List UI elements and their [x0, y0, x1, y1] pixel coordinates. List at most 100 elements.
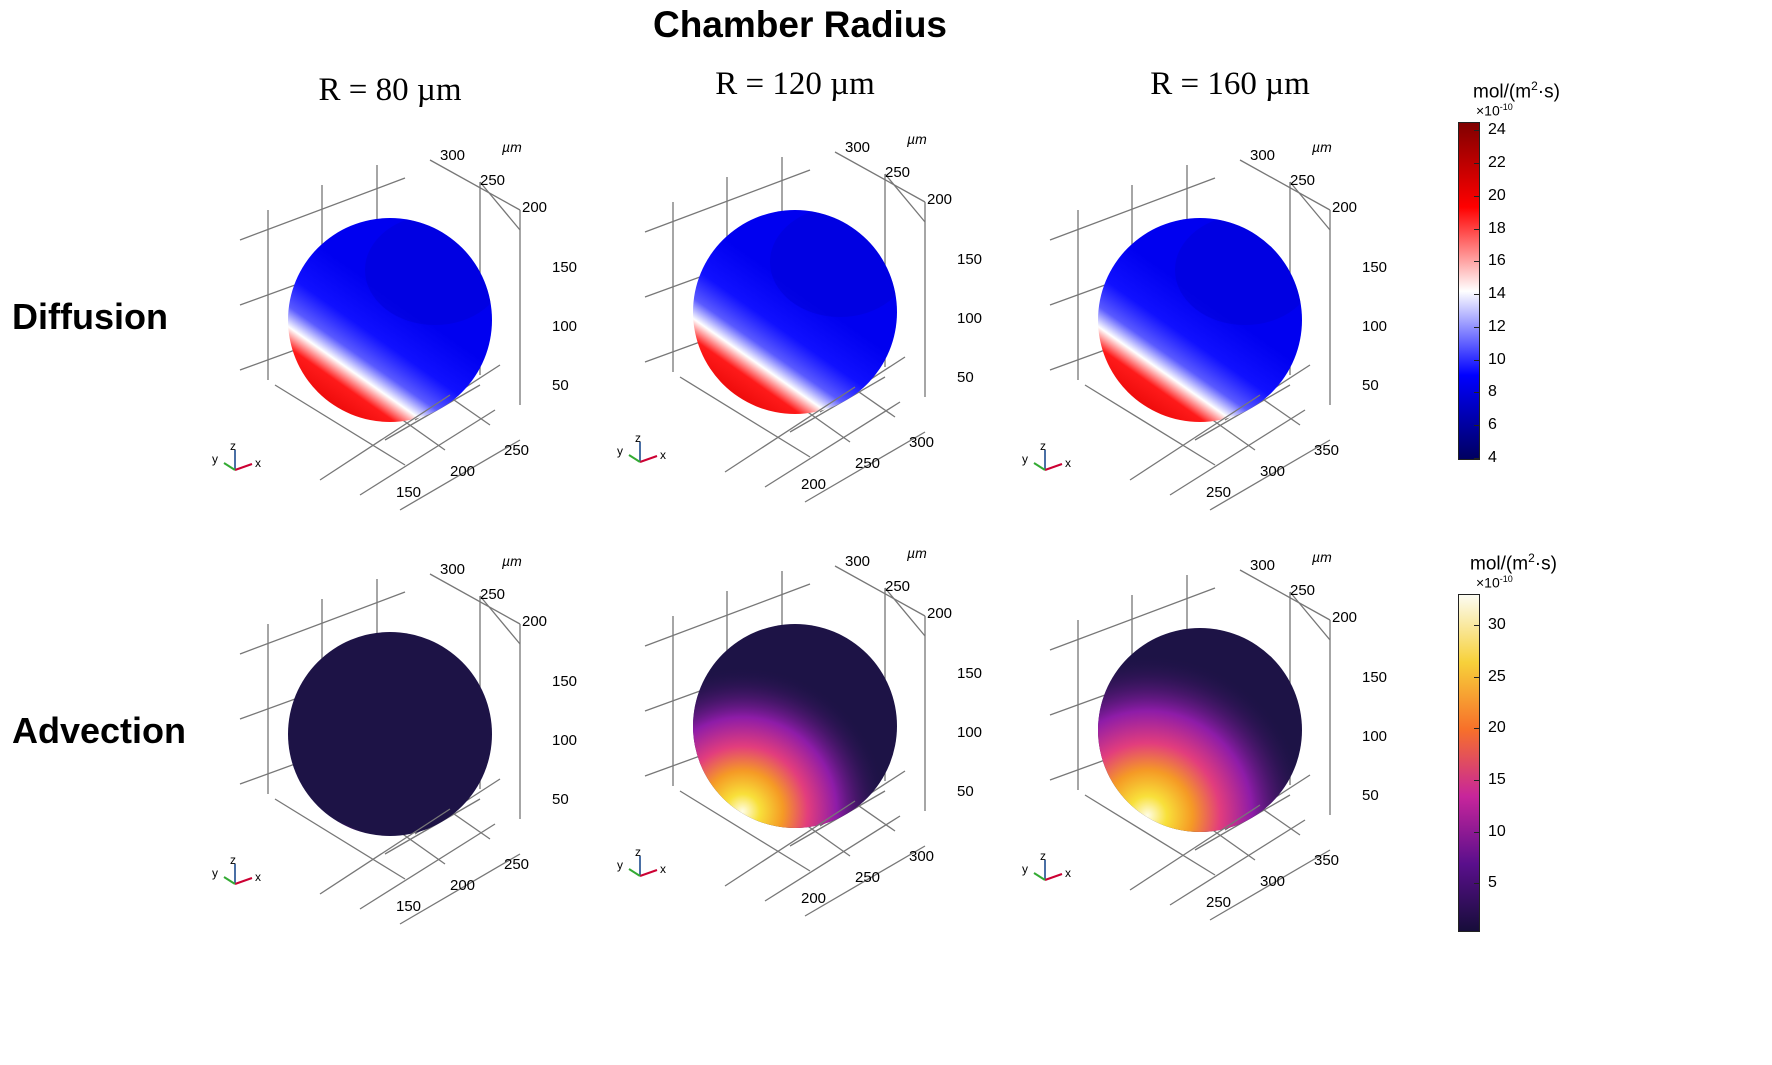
tick-label: 350	[1314, 852, 1339, 869]
colorbar-tick-label: 5	[1488, 874, 1497, 892]
tick-label: 250	[1290, 582, 1315, 599]
colorbar-advection: mol/(m2·s) ×10-10 30 25 20 15 10 5	[1440, 548, 1580, 948]
tick-label: 150	[552, 259, 577, 276]
svg-text:z: z	[230, 439, 236, 453]
colorbar-tick-mark	[1474, 359, 1479, 361]
svg-text:z: z	[635, 845, 641, 859]
tick-label: 200	[450, 463, 475, 480]
tick-label: 200	[450, 877, 475, 894]
panel-advection-r160: 300 250 200 150 100 50 350 300 250 µm z x y	[1010, 530, 1430, 970]
colorbar-tick-label: 10	[1488, 822, 1506, 840]
colorbar-tick-label: 10	[1488, 350, 1506, 368]
svg-text:y: y	[212, 866, 218, 880]
colorbar-exponent: ×10-10	[1476, 102, 1513, 119]
colorbar-tick-mark	[1474, 130, 1479, 132]
tick-label: 50	[552, 377, 569, 394]
svg-text:y: y	[212, 452, 218, 466]
column-title-r160: R = 160 µm	[1150, 66, 1310, 102]
svg-text:x: x	[1065, 866, 1071, 880]
colorbar-tick-mark	[1474, 625, 1479, 626]
figure-title: Chamber Radius	[652, 4, 947, 45]
colorbar-tick-mark	[1474, 294, 1479, 296]
colorbar-tick-label: 12	[1488, 317, 1506, 335]
svg-text:x: x	[1065, 456, 1071, 470]
tick-label: 150	[1362, 669, 1387, 686]
tick-label: 100	[552, 318, 577, 335]
tick-label: 150	[396, 898, 421, 915]
colorbar-tick-label: 15	[1488, 771, 1506, 789]
svg-text:z: z	[635, 431, 641, 445]
tick-label: 300	[909, 848, 934, 865]
svg-text:y: y	[1022, 862, 1028, 876]
svg-text:y: y	[617, 858, 623, 872]
axis-unit: µm	[907, 545, 927, 561]
axis-unit: µm	[1312, 139, 1332, 155]
tick-label: 300	[1260, 463, 1285, 480]
svg-text:y: y	[1022, 452, 1028, 466]
tick-label: 300	[1260, 873, 1285, 890]
svg-text:x: x	[660, 448, 666, 462]
axis-unit: µm	[502, 139, 522, 155]
sphere-surface	[693, 210, 897, 414]
sphere-surface	[693, 624, 897, 828]
colorbar-unit: mol/(m2·s)	[1473, 79, 1560, 103]
colorbar-exponent: ×10-10	[1476, 574, 1513, 591]
tick-label: 300	[909, 434, 934, 451]
tick-label: 150	[552, 673, 577, 690]
tick-label: 50	[1362, 787, 1379, 804]
tick-label: 350	[1314, 442, 1339, 459]
tick-label: 200	[522, 199, 547, 216]
colorbar-tick-mark	[1474, 728, 1479, 730]
axis-triad: z x y	[1022, 439, 1071, 471]
axis-triad: z x y	[617, 845, 666, 877]
panel-diffusion-r80: 300 250 200 150 100 50 250 200 150 µm z x y	[200, 120, 620, 560]
colorbar-tick-mark	[1474, 195, 1479, 197]
tick-label: 200	[927, 191, 952, 208]
colorbar-tick-mark	[1474, 228, 1479, 230]
tick-label: 300	[845, 139, 870, 156]
colorbar-tick-label: 25	[1488, 667, 1506, 685]
svg-text:x: x	[255, 870, 261, 884]
colorbar-tick-label: 16	[1488, 252, 1506, 270]
tick-label: 150	[957, 251, 982, 268]
colorbar-tick-label: 14	[1488, 285, 1506, 303]
tick-label: 200	[927, 605, 952, 622]
colorbar-tick-mark	[1474, 392, 1479, 394]
panel-diffusion-r160: 300 250 200 150 100 50 350 300 250 µm z x y	[1010, 120, 1430, 560]
axis-triad: z x y	[212, 439, 261, 471]
svg-text:x: x	[660, 862, 666, 876]
svg-text:y: y	[617, 444, 623, 458]
tick-label: 250	[480, 172, 505, 189]
row-label-advection: Advection	[12, 710, 187, 751]
colorbar-tick-mark	[1474, 162, 1479, 164]
tick-label: 300	[1250, 147, 1275, 164]
tick-label: 100	[1362, 318, 1387, 335]
tick-label: 300	[440, 147, 465, 164]
axis-triad: z x y	[1022, 849, 1071, 881]
colorbar-tick-mark	[1474, 425, 1479, 427]
tick-label: 200	[1332, 199, 1357, 216]
colorbar-tick-mark	[1474, 676, 1479, 678]
column-title-r80: R = 80 µm	[318, 72, 462, 108]
tick-label: 150	[396, 484, 421, 501]
tick-label: 250	[480, 586, 505, 603]
sphere-surface	[288, 218, 492, 422]
colorbar-tick-label: 4	[1488, 449, 1497, 466]
tick-label: 50	[957, 369, 974, 386]
tick-label: 150	[957, 665, 982, 682]
colorbar-tick-label: 8	[1488, 383, 1497, 401]
axis-unit: µm	[1312, 549, 1332, 565]
tick-label: 100	[957, 724, 982, 741]
colorbar-tick-label: 18	[1488, 219, 1506, 237]
tick-label: 250	[885, 578, 910, 595]
colorbar-tick-label: 20	[1488, 186, 1506, 204]
colorbar-tick-mark	[1474, 458, 1479, 459]
svg-text:x: x	[255, 456, 261, 470]
colorbar-tick-label: 6	[1488, 416, 1497, 434]
colorbar-gradient	[1458, 594, 1480, 932]
tick-label: 200	[801, 476, 826, 493]
tick-label: 250	[1206, 894, 1231, 911]
colorbar-tick-label: 22	[1488, 153, 1506, 171]
tick-label: 50	[957, 783, 974, 800]
colorbar-tick-mark	[1474, 326, 1479, 328]
